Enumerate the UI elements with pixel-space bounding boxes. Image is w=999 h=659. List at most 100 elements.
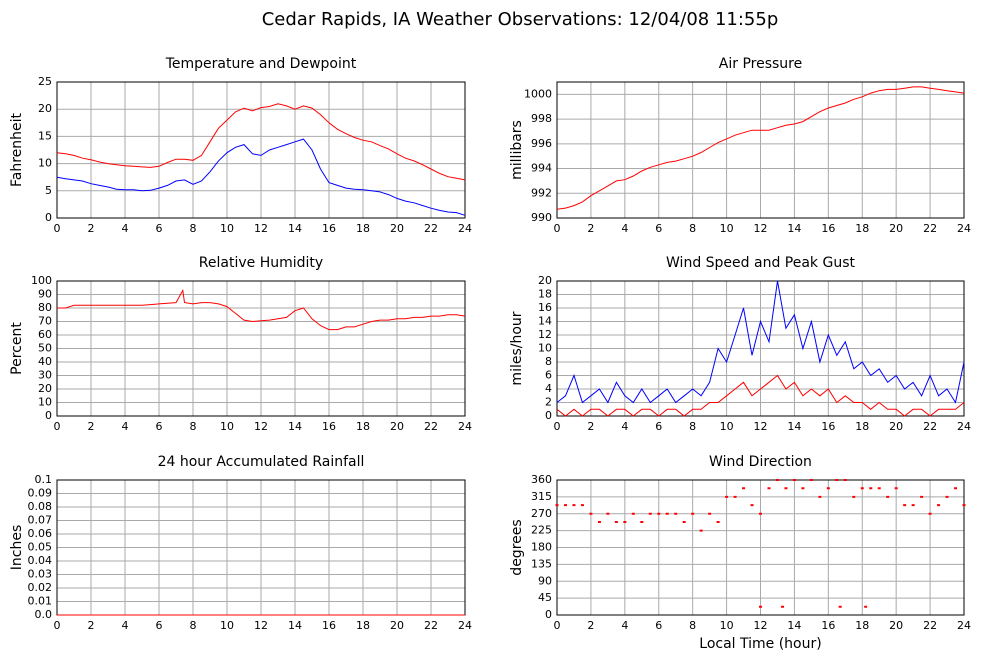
x-tick-label: 18 xyxy=(855,619,869,632)
y-tick-label: 100 xyxy=(31,274,52,287)
x-tick-label: 8 xyxy=(190,619,197,632)
x-tick-label: 10 xyxy=(720,619,734,632)
plot-border xyxy=(556,81,965,219)
x-tick-label: 14 xyxy=(288,619,302,632)
data-point xyxy=(623,521,627,523)
data-point xyxy=(937,504,941,507)
data-point xyxy=(784,487,788,490)
y-tick-label: 4 xyxy=(545,382,552,395)
y-tick-label: 992 xyxy=(531,186,552,199)
x-tick-label: 24 xyxy=(458,619,472,632)
x-tick-label: 2 xyxy=(88,222,95,235)
page-title: Cedar Rapids, IA Weather Observations: 1… xyxy=(262,9,779,30)
x-tick-label: 22 xyxy=(923,222,937,235)
x-tick-label: 20 xyxy=(889,222,903,235)
x-tick-label: 14 xyxy=(787,619,801,632)
chart-title: Wind Direction xyxy=(709,454,812,470)
x-tick-label: 2 xyxy=(88,420,95,433)
data-line xyxy=(57,288,466,331)
data-point xyxy=(835,479,839,481)
x-tick-label: 6 xyxy=(156,222,163,235)
x-tick-label: 14 xyxy=(288,222,302,235)
y-tick-label: 10 xyxy=(538,342,552,355)
x-tick-label: 0 xyxy=(54,420,61,433)
data-point xyxy=(563,504,567,507)
data-point xyxy=(781,605,785,608)
x-tick-label: 14 xyxy=(787,222,801,235)
x-tick-label: 12 xyxy=(254,619,268,632)
y-tick-label: 45 xyxy=(538,591,552,604)
y-tick-label: 70 xyxy=(38,315,52,328)
data-line xyxy=(556,86,965,210)
x-tick-label: 16 xyxy=(821,222,835,235)
data-point xyxy=(733,495,737,498)
y-axis-label: Fahrenheit xyxy=(9,112,25,187)
plot-border xyxy=(556,479,965,616)
y-tick-label: 990 xyxy=(531,211,552,224)
chart-title: Temperature and Dewpoint xyxy=(165,56,357,72)
y-tick-label: 0 xyxy=(45,211,52,224)
y-tick-label: 20 xyxy=(38,102,52,115)
data-point xyxy=(555,504,559,507)
x-tick-label: 8 xyxy=(190,420,197,433)
y-tick-label: 60 xyxy=(38,328,52,341)
x-tick-label: 4 xyxy=(621,619,628,632)
data-point xyxy=(962,504,966,507)
x-tick-label: 18 xyxy=(855,222,869,235)
data-point xyxy=(954,487,958,490)
y-tick-label: 20 xyxy=(538,274,552,287)
data-point xyxy=(809,479,813,481)
x-tick-label: 16 xyxy=(322,420,336,433)
x-tick-label: 20 xyxy=(390,222,404,235)
chart-title: Air Pressure xyxy=(719,56,802,72)
y-tick-label: 0 xyxy=(545,608,552,621)
data-point xyxy=(864,605,868,608)
data-point xyxy=(903,504,907,507)
x-tick-label: 22 xyxy=(923,420,937,433)
x-tick-label: 6 xyxy=(655,222,662,235)
x-tick-label: 12 xyxy=(254,420,268,433)
x-tick-label: 8 xyxy=(190,222,197,235)
y-tick-label: 90 xyxy=(538,574,552,587)
y-tick-label: 0 xyxy=(545,409,552,422)
x-tick-label: 22 xyxy=(424,619,438,632)
x-tick-label: 2 xyxy=(88,619,95,632)
x-tick-label: 4 xyxy=(122,420,129,433)
data-point xyxy=(750,504,754,507)
x-tick-label: 18 xyxy=(855,420,869,433)
y-tick-label: 1000 xyxy=(524,87,552,100)
x-tick-label: 6 xyxy=(156,420,163,433)
x-tick-label: 12 xyxy=(754,222,768,235)
data-point xyxy=(716,521,720,523)
y-tick-label: 315 xyxy=(531,490,552,503)
y-tick-label: 994 xyxy=(531,162,552,175)
y-tick-label: 10 xyxy=(38,157,52,170)
data-point xyxy=(945,495,949,498)
x-tick-label: 4 xyxy=(621,420,628,433)
x-tick-label: 16 xyxy=(322,222,336,235)
x-tick-label: 6 xyxy=(655,420,662,433)
data-point xyxy=(801,487,805,490)
x-tick-label: 20 xyxy=(390,619,404,632)
y-axis-label: miles/hour xyxy=(509,311,525,385)
data-point xyxy=(843,479,847,481)
data-point xyxy=(580,504,584,507)
x-tick-label: 6 xyxy=(156,619,163,632)
y-tick-label: 0.08 xyxy=(28,500,53,513)
y-tick-label: 0.02 xyxy=(28,581,53,594)
x-tick-label: 20 xyxy=(390,420,404,433)
y-tick-label: 0.01 xyxy=(28,595,53,608)
x-tick-label: 0 xyxy=(54,619,61,632)
data-point xyxy=(572,504,576,507)
y-axis-label: Percent xyxy=(9,322,25,375)
y-tick-label: 20 xyxy=(38,382,52,395)
y-tick-label: 25 xyxy=(38,75,52,88)
x-tick-label: 4 xyxy=(122,619,129,632)
x-tick-label: 16 xyxy=(821,420,835,433)
y-tick-label: 0.1 xyxy=(35,473,53,486)
y-tick-label: 360 xyxy=(531,473,552,486)
x-tick-label: 24 xyxy=(458,222,472,235)
y-axis-label: degrees xyxy=(509,519,525,575)
data-point xyxy=(674,512,678,515)
